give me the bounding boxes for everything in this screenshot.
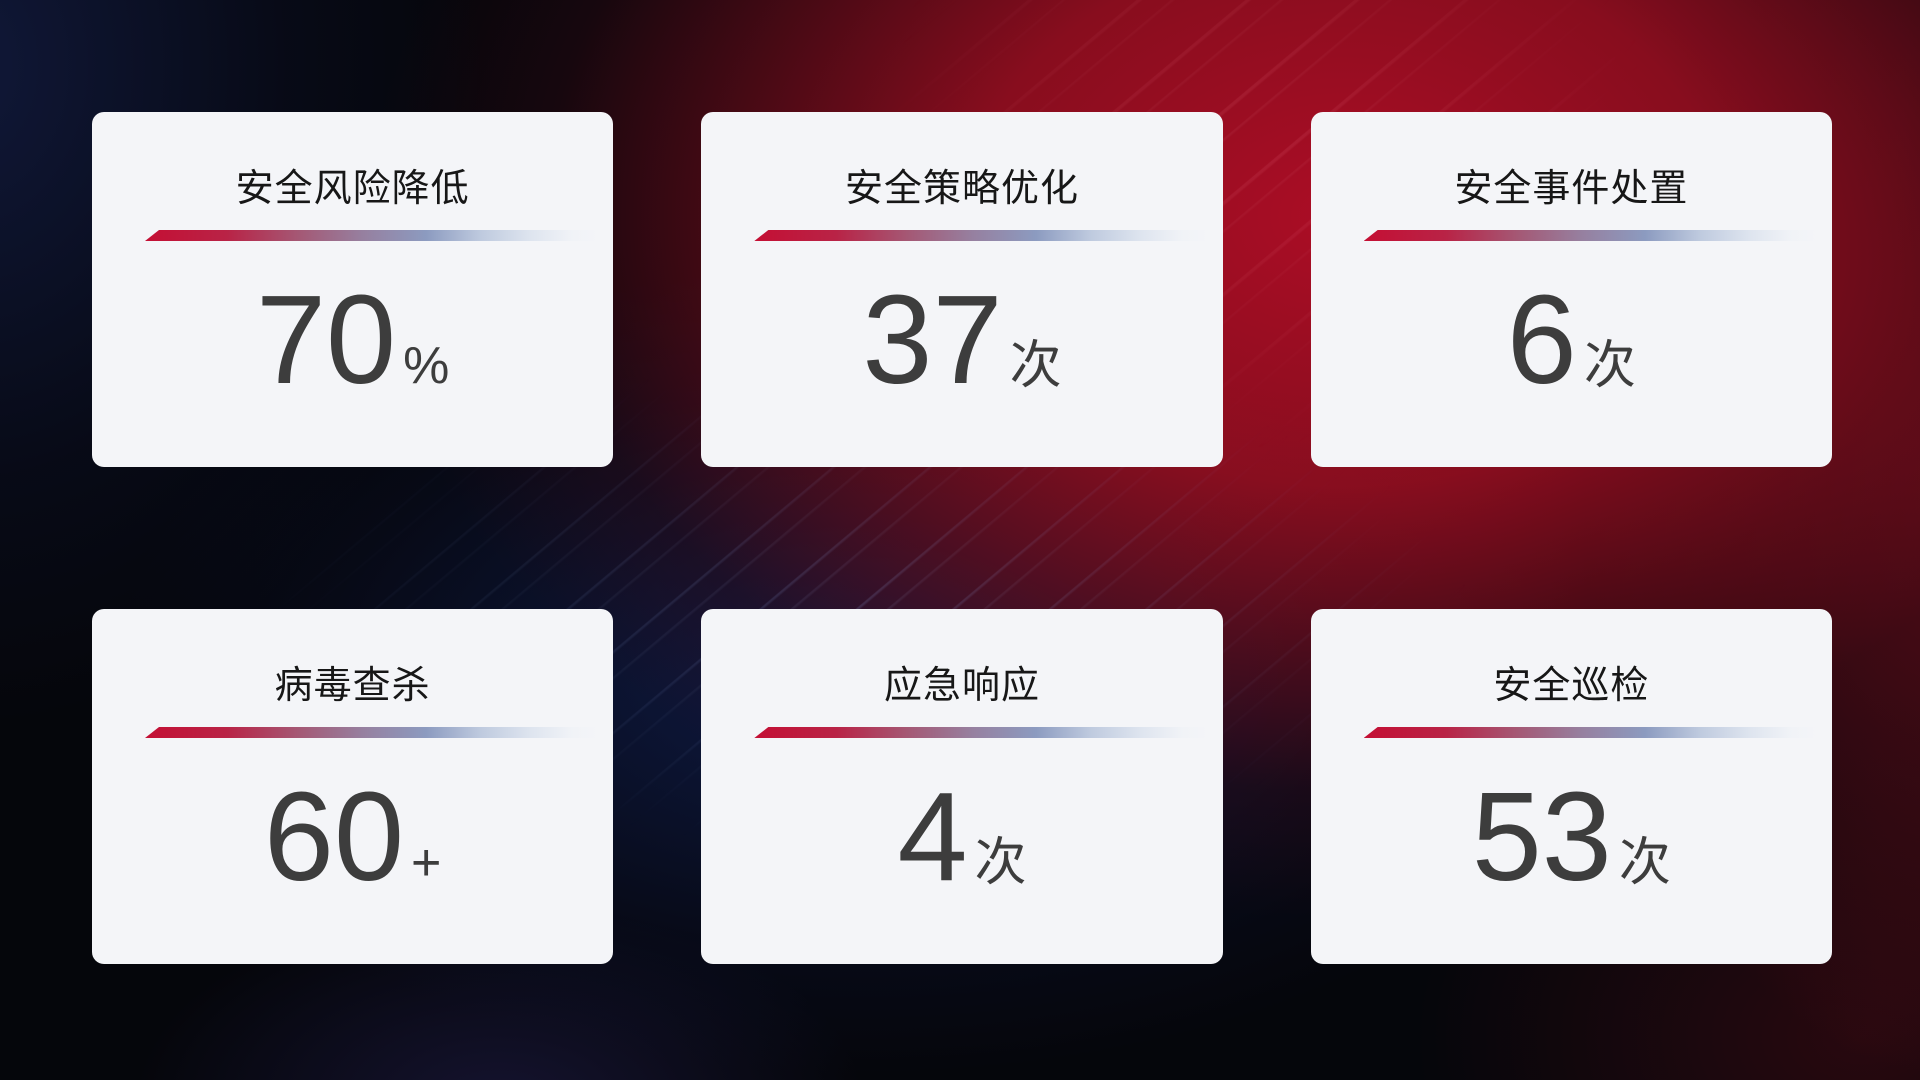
stat-card: 安全策略优化 37 次 xyxy=(701,112,1223,467)
stat-card-value: 4 xyxy=(897,766,968,907)
stat-card-value-row: 37 次 xyxy=(701,277,1222,403)
stats-grid: 安全风险降低 70 % 安全策略优化 37 次 安全事件处置 6 次 病毒查杀 … xyxy=(92,112,1832,964)
stat-card-unit: % xyxy=(403,337,450,395)
stat-card-unit: 次 xyxy=(1009,337,1062,395)
stat-card-value: 60 xyxy=(263,766,405,907)
stat-card-title: 安全巡检 xyxy=(1493,665,1650,707)
stat-card-value: 53 xyxy=(1471,766,1612,907)
stat-card-unit: 次 xyxy=(974,834,1027,892)
stat-card-divider xyxy=(1363,230,1818,241)
stat-card-value-row: 53 次 xyxy=(1311,774,1832,900)
stat-card: 应急响应 4 次 xyxy=(701,609,1223,964)
stat-card-value: 70 xyxy=(255,269,397,410)
stat-card-title: 安全风险降低 xyxy=(235,168,470,210)
stat-card-value-row: 4 次 xyxy=(701,774,1222,900)
stat-card-divider xyxy=(754,727,1209,738)
stat-card-title: 安全事件处置 xyxy=(1454,168,1689,210)
stat-card-divider xyxy=(145,230,600,241)
stat-card-divider xyxy=(754,230,1209,241)
stat-card-title: 应急响应 xyxy=(883,665,1040,707)
stat-card: 安全风险降低 70 % xyxy=(92,112,614,467)
stat-card-unit: + xyxy=(411,834,442,892)
stat-card-value: 37 xyxy=(862,269,1003,410)
stat-card-unit: 次 xyxy=(1583,337,1636,395)
stat-card: 病毒查杀 60 + xyxy=(92,609,614,964)
stat-card-title: 安全策略优化 xyxy=(844,168,1079,210)
stat-card-value-row: 6 次 xyxy=(1311,277,1832,403)
stat-card-divider xyxy=(145,727,600,738)
stat-card-title: 病毒查杀 xyxy=(274,665,431,707)
stat-card: 安全巡检 53 次 xyxy=(1310,609,1832,964)
stat-card-value-row: 60 + xyxy=(92,774,613,900)
stat-card-value-row: 70 % xyxy=(92,277,613,403)
stat-card-unit: 次 xyxy=(1618,834,1671,892)
stat-card-value: 6 xyxy=(1506,269,1577,410)
stat-card-divider xyxy=(1363,727,1818,738)
stat-card: 安全事件处置 6 次 xyxy=(1310,112,1832,467)
